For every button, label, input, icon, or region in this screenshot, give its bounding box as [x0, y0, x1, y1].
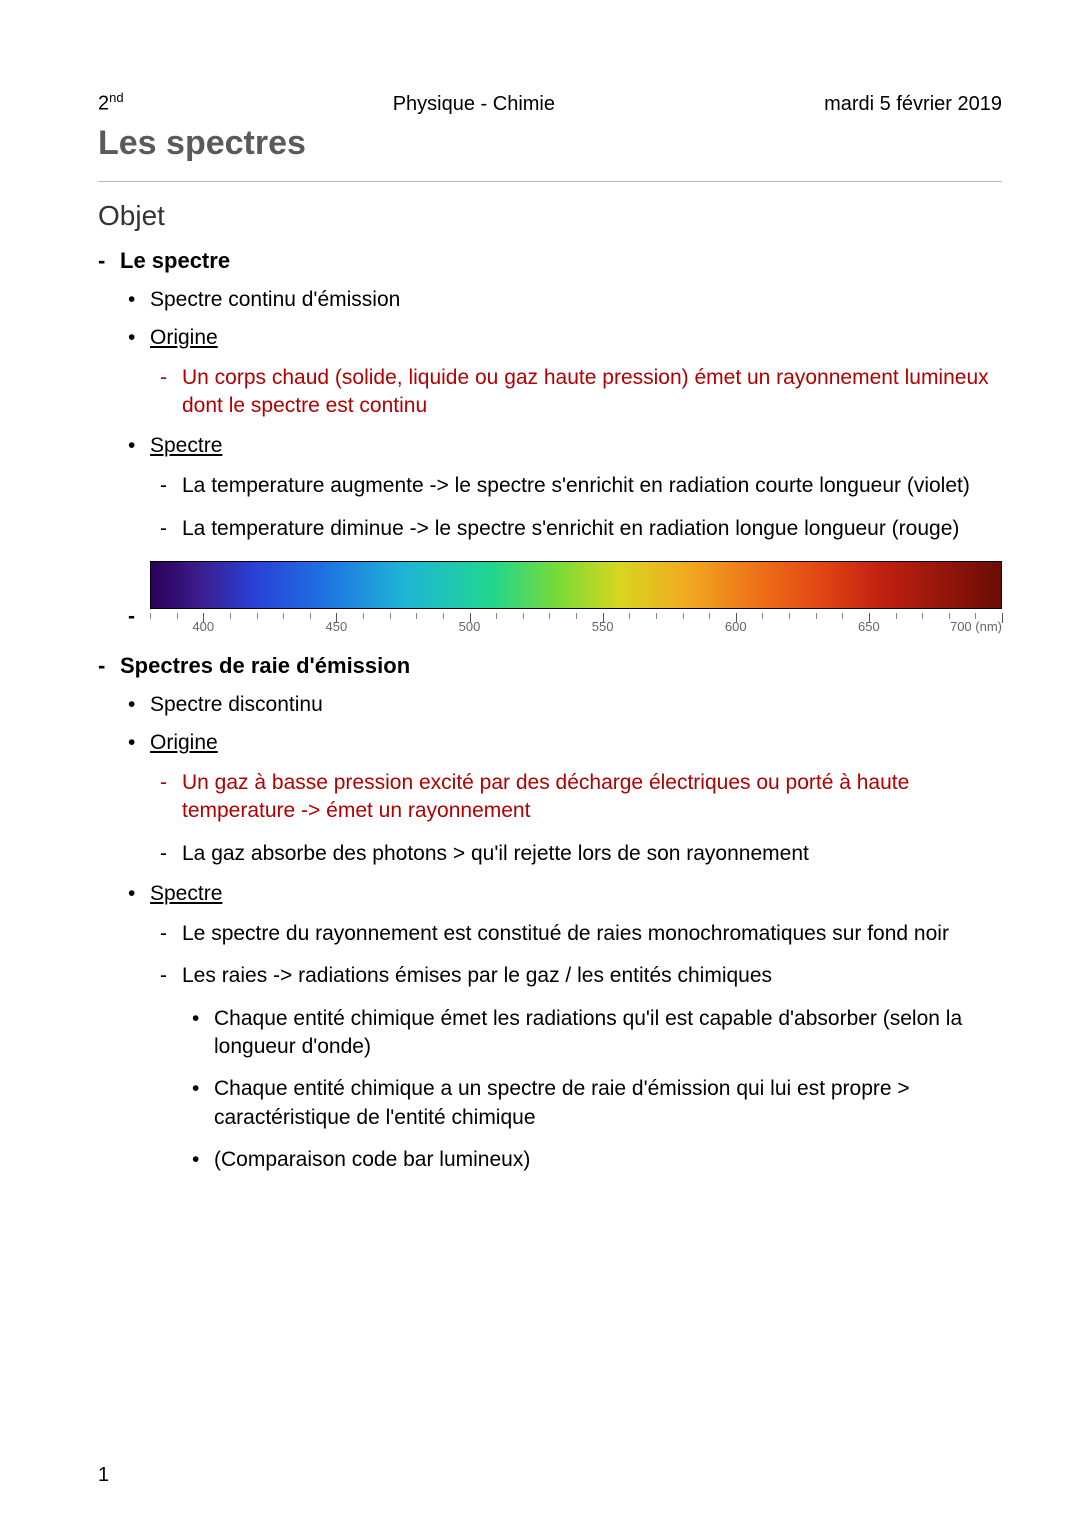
axis-major-tick: [1002, 613, 1003, 623]
grade-number: 2: [98, 93, 109, 115]
axis-minor-tick: [257, 613, 258, 619]
bullet-item: Spectre continu d'émission: [128, 288, 1002, 312]
bullet-item: Spectre discontinu: [128, 693, 1002, 717]
axis-minor-tick: [629, 613, 630, 619]
axis-tick-label: 450: [326, 619, 348, 634]
outline-list: Le spectre Spectre continu d'émission Or…: [98, 248, 1002, 1175]
bullet-label-underlined: Origine: [150, 731, 218, 754]
axis-tick-label: 550: [592, 619, 614, 634]
axis-minor-tick: [363, 613, 364, 619]
page-header: 2nd Physique - Chimie mardi 5 février 20…: [98, 90, 1002, 116]
bullet-item: Origine: [128, 731, 1002, 755]
axis-minor-tick: [283, 613, 284, 619]
lvl1-heading: Spectres de raie d'émission: [98, 653, 1002, 679]
bullet-label-underlined: Origine: [150, 326, 218, 349]
axis-minor-tick: [230, 613, 231, 619]
sub-sub-bullet: Chaque entité chimique a un spectre de r…: [192, 1075, 1002, 1132]
axis-minor-tick: [150, 613, 151, 619]
divider: [98, 181, 1002, 182]
subject-label: Physique - Chimie: [393, 93, 555, 116]
axis-minor-tick: [922, 613, 923, 619]
axis-minor-tick: [390, 613, 391, 619]
axis-tick-label: 600: [725, 619, 747, 634]
axis-tick-label: 700 (nm): [950, 619, 1002, 634]
axis-minor-tick: [496, 613, 497, 619]
axis-minor-tick: [762, 613, 763, 619]
sub-bullet: La temperature augmente -> le spectre s'…: [160, 472, 1002, 500]
sub-bullet-red: Un corps chaud (solide, liquide ou gaz h…: [160, 364, 1002, 421]
axis-minor-tick: [683, 613, 684, 619]
date-label: mardi 5 février 2019: [824, 93, 1002, 116]
axis-minor-tick: [816, 613, 817, 619]
page-number: 1: [98, 1464, 109, 1487]
axis-minor-tick: [656, 613, 657, 619]
axis-minor-tick: [416, 613, 417, 619]
sub-bullet: Les raies -> radiations émises par le ga…: [160, 962, 1002, 990]
sub-bullet-red: Un gaz à basse pression excité par des d…: [160, 769, 1002, 826]
axis-minor-tick: [576, 613, 577, 619]
spectrum-figure: 400 450 500 550 600 650 700 (nm): [128, 561, 1002, 635]
document-page: 2nd Physique - Chimie mardi 5 février 20…: [0, 0, 1080, 1527]
grade-suffix: nd: [109, 90, 123, 105]
axis-minor-tick: [709, 613, 710, 619]
axis-tick-label: 650: [858, 619, 880, 634]
axis-tick-label: 400: [192, 619, 214, 634]
bullet-label-underlined: Spectre: [150, 434, 222, 457]
sub-sub-bullet: (Comparaison code bar lumineux): [192, 1146, 1002, 1174]
spectrum-gradient-bar: [150, 561, 1002, 609]
axis-minor-tick: [310, 613, 311, 619]
bullet-item: Spectre: [128, 434, 1002, 458]
section-heading: Objet: [98, 200, 1002, 232]
axis-minor-tick: [842, 613, 843, 619]
page-title: Les spectres: [98, 124, 1002, 163]
sub-bullet: La temperature diminue -> le spectre s'e…: [160, 515, 1002, 543]
sub-bullet: La gaz absorbe des photons > qu'il rejet…: [160, 840, 1002, 868]
sub-bullet: Le spectre du rayonnement est constitué …: [160, 920, 1002, 948]
axis-minor-tick: [177, 613, 178, 619]
axis-minor-tick: [789, 613, 790, 619]
bullet-label-underlined: Spectre: [150, 882, 222, 905]
axis-minor-tick: [523, 613, 524, 619]
bullet-item: Spectre: [128, 882, 1002, 906]
bullet-item: Origine: [128, 326, 1002, 350]
axis-minor-tick: [549, 613, 550, 619]
grade-label: 2nd: [98, 90, 124, 116]
axis-minor-tick: [896, 613, 897, 619]
axis-tick-label: 500: [459, 619, 481, 634]
lvl1-heading: Le spectre: [98, 248, 1002, 274]
axis-minor-tick: [443, 613, 444, 619]
spectrum-axis: 400 450 500 550 600 650 700 (nm): [150, 613, 1002, 635]
sub-sub-bullet: Chaque entité chimique émet les radiatio…: [192, 1005, 1002, 1062]
